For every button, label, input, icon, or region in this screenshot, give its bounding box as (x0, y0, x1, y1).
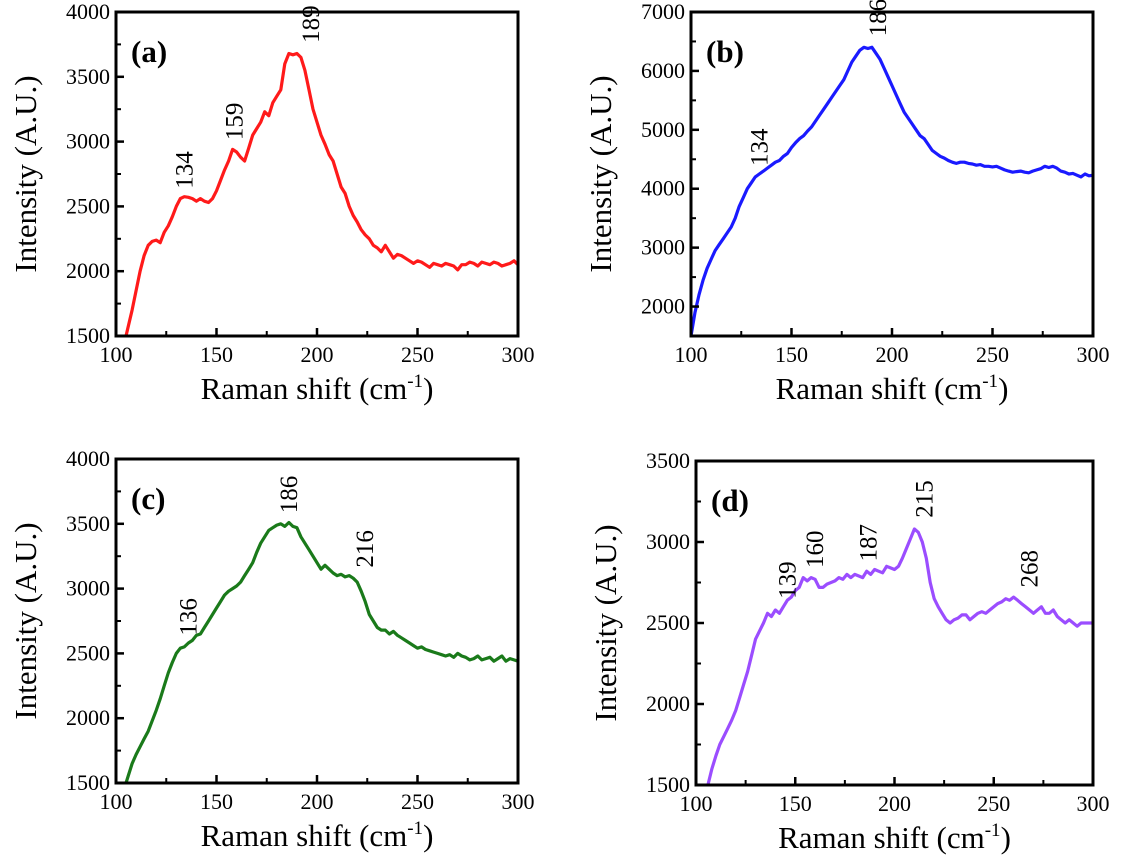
y-tick-label: 2500 (646, 610, 690, 635)
x-axis-title: Raman shift (cm-1) (201, 818, 434, 853)
x-tick-label: 100 (100, 342, 133, 367)
y-axis-title: Intensity (A.U.) (583, 75, 618, 272)
y-tick-label: 2000 (641, 294, 685, 319)
peak-label: 134 (746, 128, 773, 166)
x-axis-title: Raman shift (cm-1) (776, 371, 1009, 406)
x-tick-label: 100 (680, 791, 713, 816)
y-tick-label: 7000 (641, 0, 685, 24)
x-tick-label: 150 (200, 789, 233, 814)
y-tick-label: 3500 (66, 511, 110, 536)
y-tick-label: 3000 (646, 529, 690, 554)
peak-label: 186 (865, 0, 892, 36)
x-axis-title-end: ) (1001, 820, 1011, 855)
y-tick-label: 3500 (66, 64, 110, 89)
x-tick-label: 100 (675, 342, 708, 367)
x-axis-title-main: Raman shift (cm (201, 371, 408, 406)
y-tick-label: 4000 (641, 176, 685, 201)
panel-a: 100 150 200 250 300 1500 2000 2500 3000 3500 4000 R… (8, 0, 535, 406)
y-tick-label: 1500 (646, 772, 690, 797)
x-axis-title-main: Raman shift (cm (776, 371, 983, 406)
x-tick-label: 300 (502, 342, 535, 367)
x-tick-label: 250 (977, 791, 1010, 816)
y-tick-label: 2000 (646, 691, 690, 716)
y-axis-title: Intensity (A.U.) (8, 75, 43, 272)
panel-c: 100 150 200 250 300 1500 2000 2500 3000 3500 4000 R… (8, 446, 535, 853)
panel-d: 100 150 200 250 300 1500 2000 2500 3000 3500 Raman… (588, 448, 1110, 855)
x-tick-label: 150 (200, 342, 233, 367)
panel-label: (c) (131, 481, 165, 516)
y-tick-label: 6000 (641, 58, 685, 83)
y-axis-title: Intensity (A.U.) (588, 524, 623, 721)
y-tick-label: 1500 (66, 770, 110, 795)
series-line (124, 520, 518, 783)
x-axis-title: Raman shift (cm-1) (201, 371, 434, 406)
x-axis-title: Raman shift (cm-1) (778, 820, 1011, 855)
x-tick-label: 200 (876, 342, 909, 367)
y-tick-label: 3000 (66, 576, 110, 601)
plot-frame (689, 10, 1095, 338)
x-axis-title-sup: -1 (407, 371, 423, 392)
x-tick-label: 250 (401, 342, 434, 367)
x-axis-title-end: ) (423, 818, 433, 853)
series-line (706, 527, 1093, 785)
peak-label: 159 (222, 103, 249, 141)
y-tick-label: 5000 (641, 117, 685, 142)
peak-label: 187 (856, 524, 883, 562)
y-tick-label: 3000 (66, 129, 110, 154)
panel-b: 100 150 200 250 300 2000 3000 4000 5000 6000 7000 R… (583, 0, 1110, 406)
series-line (124, 51, 518, 336)
panel-label: (b) (706, 34, 744, 69)
x-axis-title-main: Raman shift (cm (201, 818, 408, 853)
peak-label: 136 (175, 598, 202, 636)
peak-label: 160 (802, 531, 829, 569)
x-tick-label: 300 (502, 789, 535, 814)
panel-label: (a) (131, 34, 167, 69)
peak-label: 139 (774, 561, 801, 599)
plot-frame (694, 459, 1095, 787)
y-tick-label: 3000 (641, 235, 685, 260)
x-tick-label: 200 (878, 791, 911, 816)
x-tick-label: 100 (100, 789, 133, 814)
x-axis-title-sup: -1 (985, 820, 1001, 841)
peak-label: 186 (276, 476, 303, 514)
x-axis-title-main: Raman shift (cm (778, 820, 985, 855)
x-tick-label: 200 (301, 342, 334, 367)
peak-label: 268 (1016, 550, 1043, 588)
y-axis-title: Intensity (A.U.) (8, 522, 43, 719)
peak-label: 215 (911, 480, 938, 518)
y-tick-label: 2000 (66, 705, 110, 730)
peak-label: 134 (171, 151, 198, 189)
x-tick-label: 250 (976, 342, 1009, 367)
series-line (691, 45, 1093, 336)
x-tick-label: 200 (301, 789, 334, 814)
y-tick-label: 4000 (66, 0, 110, 24)
peak-label: 216 (352, 530, 379, 568)
x-axis-title-sup: -1 (407, 818, 423, 839)
peak-label: 189 (298, 5, 325, 43)
x-tick-label: 150 (775, 342, 808, 367)
y-tick-label: 1500 (66, 323, 110, 348)
x-tick-label: 150 (779, 791, 812, 816)
x-axis-title-sup: -1 (982, 371, 998, 392)
y-tick-label: 3500 (646, 448, 690, 473)
x-tick-label: 300 (1077, 342, 1110, 367)
x-tick-label: 250 (401, 789, 434, 814)
x-axis-title-end: ) (998, 371, 1008, 406)
y-tick-label: 2500 (66, 193, 110, 218)
x-axis-title-end: ) (423, 371, 433, 406)
panel-label: (d) (711, 483, 749, 518)
x-tick-label: 300 (1077, 791, 1110, 816)
y-tick-label: 2500 (66, 640, 110, 665)
y-tick-label: 4000 (66, 446, 110, 471)
y-tick-label: 2000 (66, 258, 110, 283)
